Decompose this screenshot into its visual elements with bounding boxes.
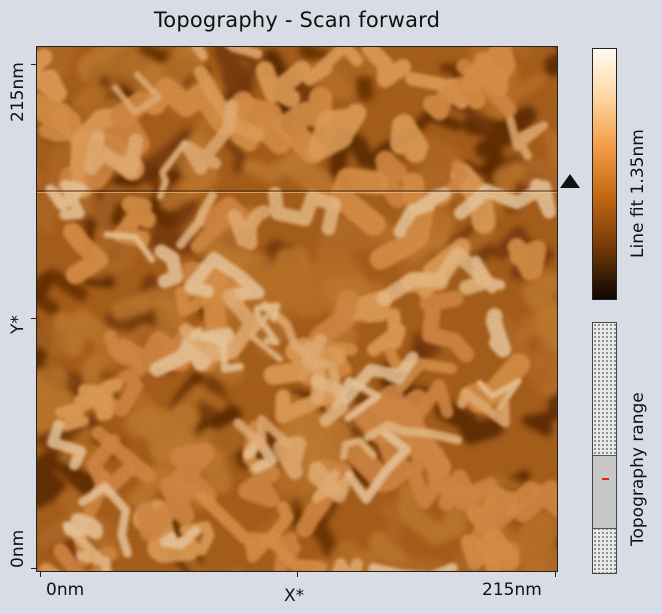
- topography-range-label: Topography range: [628, 392, 648, 546]
- x-axis-min-label: 0nm: [46, 580, 85, 600]
- x-axis-title: X*: [284, 586, 305, 606]
- color-scale-bar: [592, 48, 617, 300]
- scan-line-cursor-icon[interactable]: [560, 174, 580, 188]
- x-tick-left: [40, 572, 41, 577]
- y-tick-mid: [31, 318, 36, 319]
- topography-image[interactable]: [36, 46, 558, 572]
- range-window-handle[interactable]: [593, 455, 616, 529]
- chart-title: Topography - Scan forward: [153, 8, 441, 32]
- y-axis-max-label: 215nm: [8, 62, 28, 122]
- y-axis-title: Y*: [8, 315, 28, 334]
- y-tick-top: [31, 64, 36, 65]
- y-axis-min-label: 0nm: [8, 529, 28, 568]
- topography-range-slider[interactable]: [592, 322, 617, 574]
- color-scale-label: Line fit 1.35nm: [628, 129, 648, 258]
- x-tick-right: [555, 572, 556, 577]
- x-axis-max-label: 215nm: [482, 580, 542, 600]
- y-tick-bottom: [31, 568, 36, 569]
- x-tick-mid: [297, 572, 298, 577]
- range-position-marker: [602, 478, 609, 480]
- topography-scan-image: [37, 47, 557, 571]
